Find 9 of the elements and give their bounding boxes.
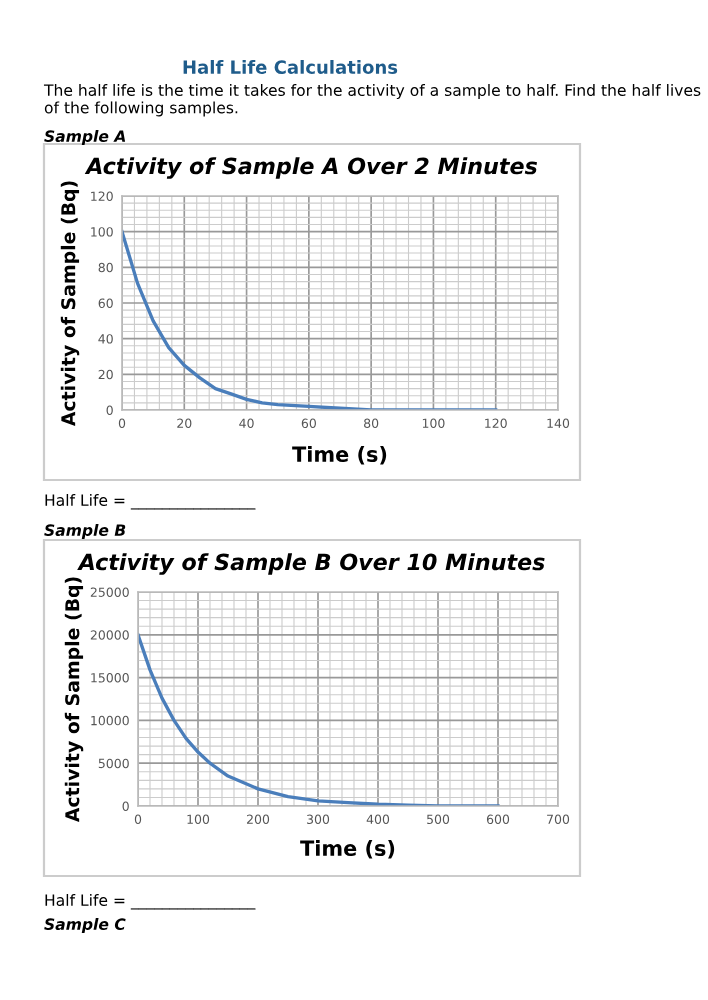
chart-title: Activity of Sample A Over 2 Minutes [84, 157, 538, 179]
x-axis-title: Time (s) [300, 839, 395, 859]
y-axis-title: Activity of Sample (Bq) [60, 181, 80, 427]
chart-title: Activity of Sample B Over 10 Minutes [77, 553, 545, 575]
x-axis-title: Time (s) [292, 445, 387, 465]
line-series [122, 230, 498, 410]
line-series [138, 633, 500, 806]
y-axis-title: Activity of Sample (Bq) [64, 577, 84, 823]
text: Half Life Calculations [183, 60, 398, 74]
